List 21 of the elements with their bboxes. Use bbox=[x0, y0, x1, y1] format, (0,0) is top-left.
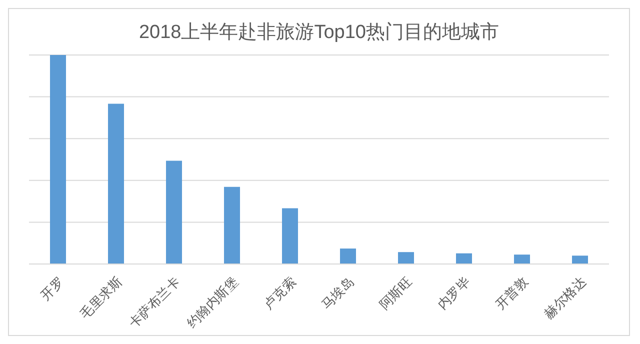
x-tick-label: 内罗毕 bbox=[434, 274, 473, 312]
x-tick-label: 开普敦 bbox=[492, 274, 531, 312]
bar bbox=[456, 253, 472, 264]
x-tick-label: 开罗 bbox=[38, 274, 67, 304]
bar bbox=[514, 254, 530, 264]
x-tick-label: 赫尔格达 bbox=[541, 274, 589, 322]
bar bbox=[572, 256, 588, 264]
bar bbox=[282, 208, 298, 264]
x-tick-label: 卡萨布兰卡 bbox=[126, 274, 183, 331]
x-tick-label: 约翰内斯堡 bbox=[184, 274, 241, 331]
bar bbox=[224, 186, 240, 264]
bar bbox=[108, 104, 124, 264]
chart-title: 2018上半年赴非旅游Top10热门目的地城市 bbox=[138, 21, 500, 45]
bar bbox=[166, 160, 182, 264]
x-tick-label: 阿斯旺 bbox=[376, 274, 415, 312]
x-tick-label: 毛里求斯 bbox=[77, 274, 125, 322]
bar bbox=[340, 248, 356, 264]
bar bbox=[50, 55, 66, 264]
x-tick-label: 卢克索 bbox=[260, 274, 299, 312]
x-tick-label: 马埃岛 bbox=[318, 274, 357, 312]
bar bbox=[398, 252, 414, 264]
